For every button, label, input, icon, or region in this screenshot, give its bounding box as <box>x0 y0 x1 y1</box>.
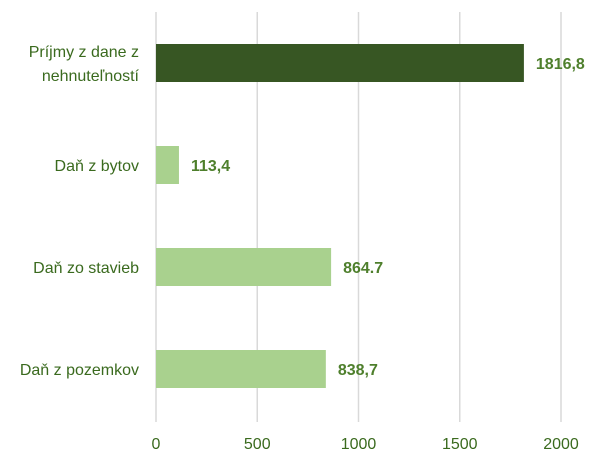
bar <box>156 350 326 388</box>
data-label: 864.7 <box>343 260 383 277</box>
category-label: Daň zo stavieb <box>33 260 139 277</box>
x-tick-label: 500 <box>244 436 271 453</box>
data-label: 1816,8 <box>536 56 585 73</box>
category-label: Daň z bytov <box>55 158 139 175</box>
bars <box>156 44 524 388</box>
x-tick-label: 0 <box>152 436 161 453</box>
x-tick-label: 1500 <box>442 436 478 453</box>
category-labels: Príjmy z dane z nehnuteľností Daň z bytov D… <box>20 44 140 379</box>
category-label: Príjmy z dane z <box>29 44 139 61</box>
bar <box>156 146 179 184</box>
x-tick-label: 2000 <box>543 436 579 453</box>
bar <box>156 44 524 82</box>
data-label: 838,7 <box>338 362 378 379</box>
data-labels: 1816,8 113,4 864.7 838,7 <box>191 56 585 379</box>
category-label: nehnuteľností <box>42 68 140 85</box>
x-tick-label: 1000 <box>341 436 377 453</box>
data-label: 113,4 <box>191 158 230 175</box>
category-label: Daň z pozemkov <box>20 362 139 379</box>
bar <box>156 248 332 286</box>
x-axis-tick-labels: 0 500 1000 1500 2000 <box>152 436 579 453</box>
